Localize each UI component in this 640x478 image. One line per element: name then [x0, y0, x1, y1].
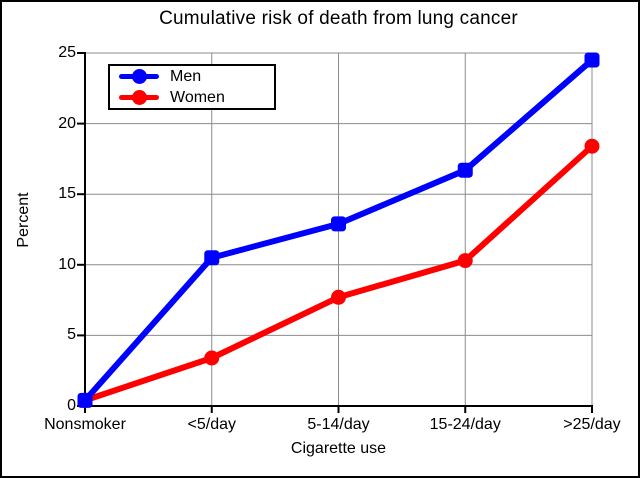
legend-label-women: Women: [170, 88, 225, 106]
data-point-women-2: [331, 289, 346, 305]
y-tick-label: 15: [58, 185, 76, 203]
data-point-women-3: [457, 253, 473, 269]
y-tick-label: 5: [67, 326, 76, 344]
legend-item-men: Men: [110, 66, 274, 87]
women-marker-icon: [131, 90, 147, 105]
legend-sample-women: [119, 90, 159, 106]
x-tick-label: >25/day: [563, 416, 621, 433]
x-axis-title: Cigarette use: [290, 440, 387, 457]
x-tick-label: 15-24/day: [429, 416, 501, 433]
y-tick-label: 25: [58, 44, 76, 61]
y-axis-title: Percent: [15, 192, 32, 248]
legend-sample-men: [119, 69, 159, 85]
y-tick-label: 20: [58, 114, 76, 132]
legend-box: Men Women: [108, 64, 276, 110]
y-tick-label: 10: [58, 255, 76, 273]
data-point-men-1: [204, 250, 220, 266]
x-tick-label: Nonsmoker: [44, 416, 126, 433]
data-point-men-2: [331, 216, 346, 232]
data-point-women-1: [204, 350, 220, 366]
y-tick-label: 0: [67, 397, 76, 414]
data-point-men-3: [457, 162, 473, 178]
data-point-men-4: [584, 52, 600, 68]
chart-title: Cumulative risk of death from lung cance…: [159, 8, 518, 29]
x-tick-label: <5/day: [187, 416, 236, 433]
x-tick-label: 5-14/day: [307, 416, 370, 433]
men-marker-icon: [131, 69, 147, 84]
legend-label-men: Men: [170, 67, 202, 85]
legend-item-women: Women: [110, 87, 274, 108]
data-point-men-0: [77, 392, 93, 408]
data-point-women-4: [584, 138, 600, 154]
